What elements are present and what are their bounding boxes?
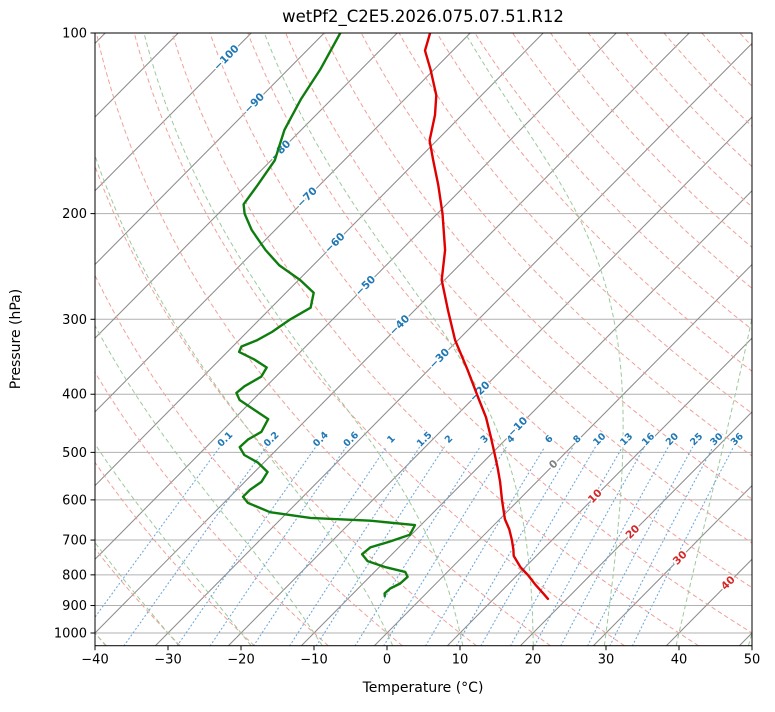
dry-adiabat-line	[475, 33, 775, 646]
x-tick-label: −10	[300, 653, 327, 668]
chart-title: wetPf2_C2E5.2026.075.07.51.R12	[282, 7, 564, 27]
mixing-ratio-label: 0.4	[311, 429, 331, 449]
mixing-ratio-label: 8	[571, 433, 584, 446]
mixing-ratio-label: 20	[664, 431, 681, 448]
moist-adiabat-line	[5, 33, 322, 646]
mixing-ratio-line	[124, 447, 266, 646]
moist-adiabat-line	[0, 33, 179, 646]
isotherm-line	[0, 33, 397, 646]
isotherm-line	[374, 33, 775, 646]
moist-adiabat-line	[0, 33, 251, 646]
mixing-ratio-line	[210, 447, 346, 646]
mixing-ratio-line	[535, 447, 645, 646]
x-tick-label: 50	[744, 653, 761, 668]
dry-adiabat-line	[286, 33, 775, 646]
x-tick-label: 40	[671, 653, 688, 668]
isotherm-line	[9, 33, 616, 646]
moist-adiabat-line	[676, 33, 775, 646]
mixing-ratio-label: 16	[640, 431, 657, 448]
dry-adiabat-line	[172, 33, 698, 646]
mixing-ratio-label: 3	[479, 433, 491, 445]
y-tick-label: 700	[62, 534, 87, 549]
isotherm-line	[0, 33, 324, 646]
dry-adiabat-line	[0, 33, 180, 646]
mixing-ratio-label: 6	[543, 433, 556, 446]
mixing-ratio-line	[588, 447, 693, 646]
x-tick-label: −20	[227, 653, 254, 668]
isotherm-line	[155, 33, 762, 646]
moist-adiabat-line	[64, 33, 393, 646]
x-tick-label: 0	[383, 653, 391, 668]
plot-border	[95, 33, 752, 646]
dry-adiabat-line	[513, 33, 775, 646]
isotherm-line	[0, 33, 543, 646]
y-tick-label: 900	[62, 599, 87, 614]
y-axis-label: Pressure (hPa)	[8, 289, 24, 389]
moist-adiabat-line	[465, 33, 623, 646]
dry-adiabat-line	[0, 33, 254, 646]
mixing-ratio-label: 25	[688, 431, 705, 448]
dry-adiabat-line	[59, 33, 477, 646]
isotherm-line	[520, 33, 775, 646]
mixing-ratio-line	[610, 447, 713, 646]
y-tick-label: 600	[62, 493, 87, 508]
mixing-ratio-label: 1.5	[415, 430, 435, 450]
x-tick-label: 20	[525, 653, 542, 668]
mixing-ratio-label: 0.6	[342, 429, 362, 449]
x-tick-label: −30	[154, 653, 181, 668]
moist-adiabat-line	[264, 33, 533, 646]
mixing-ratio-label: 0.2	[262, 430, 282, 450]
mixing-ratio-label: 2	[443, 433, 455, 445]
dry-adiabat-line	[0, 33, 328, 646]
mixing-ratio-label: 1	[385, 433, 397, 445]
x-tick-label: 10	[452, 653, 469, 668]
mixing-ratio-label: 10	[591, 431, 608, 448]
mixing-ratio-label: 0.1	[216, 430, 236, 450]
dry-adiabat-line	[740, 33, 775, 646]
x-tick-label: 30	[598, 653, 615, 668]
dry-adiabat-line	[21, 33, 403, 646]
moist-adiabat-line	[144, 33, 463, 646]
isotherm-line	[0, 33, 251, 646]
y-tick-label: 200	[62, 207, 87, 222]
isotherm-line	[228, 33, 775, 646]
y-tick-label: 100	[62, 27, 87, 42]
dewpoint-profile	[236, 33, 415, 596]
y-tick-label: 300	[62, 313, 87, 328]
dry-adiabat-line	[626, 33, 775, 646]
isotherm-label: −100	[212, 43, 242, 73]
y-tick-label: 400	[62, 388, 87, 403]
chart-layers: −100−90−80−70−60−50−40−30−20−10010203040…	[0, 27, 775, 668]
y-tick-label: 1000	[54, 627, 87, 642]
x-tick-label: −40	[81, 653, 108, 668]
grid-layer	[0, 33, 775, 646]
dry-adiabat-line	[702, 33, 775, 646]
y-tick-label: 800	[62, 568, 87, 583]
profiles-layer	[236, 33, 548, 599]
isotherm-line	[0, 33, 178, 646]
x-axis-label: Temperature (°C)	[362, 680, 484, 696]
mixing-ratio-line	[384, 447, 507, 646]
temperature-profile	[425, 33, 548, 599]
isotherm-line	[0, 33, 470, 646]
mixing-ratio-label: 13	[618, 431, 635, 448]
dry-adiabat-line	[248, 33, 775, 646]
y-tick-label: 500	[62, 446, 87, 461]
dry-adiabat-line	[324, 33, 775, 646]
